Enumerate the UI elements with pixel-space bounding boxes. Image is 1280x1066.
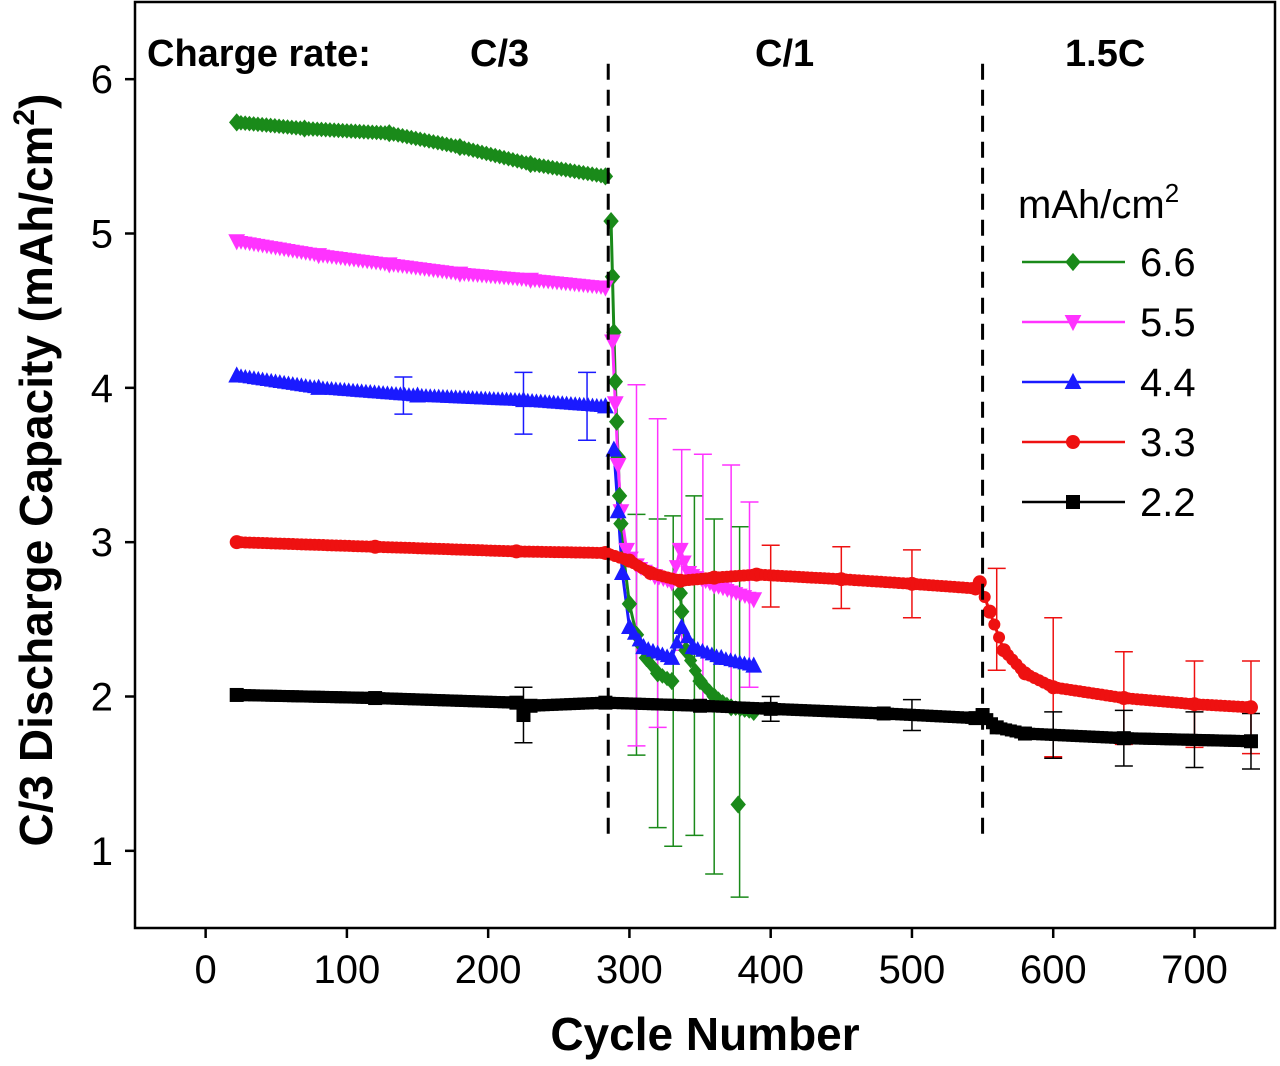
legend: mAh/cm2 6.6 5.5 4.4 3.3 2.2 <box>1018 178 1196 525</box>
y-tick-label: 3 <box>91 521 113 565</box>
data-point-6.6 <box>609 412 625 431</box>
data-point-5.5 <box>671 542 689 559</box>
data-point-6.6 <box>702 683 717 700</box>
data-point-6.6 <box>611 486 628 505</box>
x-tick-label: 600 <box>1020 948 1087 992</box>
data-point-3.3 <box>993 631 1006 644</box>
x-axis-label: Cycle Number <box>550 1008 859 1060</box>
x-tick-label: 500 <box>879 948 946 992</box>
data-point-6.6 <box>684 652 698 669</box>
plot-frame <box>133 0 1277 930</box>
data-point-4.4 <box>669 634 684 649</box>
data-point-6.6 <box>645 657 659 674</box>
x-tick-label: 400 <box>737 948 804 992</box>
series-markers <box>228 113 1258 814</box>
data-point-5.5 <box>677 555 692 570</box>
data-point-5.5 <box>609 458 627 475</box>
data-point-4.4 <box>663 648 681 665</box>
data-point-6.6 <box>613 514 629 533</box>
charge-rate-label: Charge rate: <box>147 33 371 75</box>
data-point-2.2 <box>509 695 524 710</box>
rate-label-c3: C/3 <box>470 33 529 75</box>
data-point-6.6 <box>649 664 666 683</box>
data-point-3.3 <box>978 590 991 603</box>
data-point-3.3 <box>972 575 987 590</box>
legend-label-6.6: 6.6 <box>1140 241 1196 285</box>
rate-label-c1: C/1 <box>755 33 814 75</box>
data-point-6.6 <box>692 671 708 691</box>
x-ticks: 0 100 200 300 400 500 600 700 <box>195 928 1228 992</box>
y-tick-label: 6 <box>91 58 113 102</box>
data-point-4.4 <box>609 502 627 519</box>
legend-label-4.4: 4.4 <box>1140 361 1196 405</box>
x-tick-label: 300 <box>596 948 663 992</box>
data-point-6.6 <box>621 594 638 613</box>
data-point-3.3 <box>988 618 1001 631</box>
legend-marker-3.3 <box>1066 435 1080 449</box>
data-point-3.3 <box>1243 700 1258 715</box>
data-point-5.5 <box>604 334 621 351</box>
data-point-5.5 <box>745 592 763 609</box>
legend-label-2.2: 2.2 <box>1140 481 1196 525</box>
legend-marker-4.4 <box>1064 372 1082 389</box>
rate-label-1-5c: 1.5C <box>1065 33 1145 75</box>
data-point-3.3 <box>982 604 997 619</box>
legend-label-5.5: 5.5 <box>1140 301 1196 345</box>
data-point-6.6 <box>664 671 680 691</box>
data-point-5.5 <box>618 542 635 559</box>
rate-change-lines <box>606 63 985 844</box>
data-point-4.4 <box>745 656 763 673</box>
data-point-6.6 <box>672 583 688 603</box>
y-tick-label: 2 <box>91 676 113 720</box>
y-tick-label: 1 <box>91 830 113 874</box>
data-point-6.6 <box>607 372 623 391</box>
data-point-4.4 <box>613 563 631 581</box>
y-tick-label: 4 <box>91 367 113 411</box>
data-point-4.4 <box>605 440 623 457</box>
data-point-2.2 <box>1243 734 1258 749</box>
series-line-3.3 <box>236 540 1252 709</box>
y-ticks: 1 2 3 4 5 6 <box>91 58 135 874</box>
error-bars <box>394 371 1260 898</box>
data-point-6.6 <box>604 267 621 286</box>
x-tick-label: 700 <box>1161 948 1228 992</box>
legend-marker-2.2 <box>1066 495 1080 509</box>
data-point-6.6 <box>673 602 690 621</box>
data-point-5.5 <box>606 396 624 413</box>
data-point-4.4 <box>673 617 691 635</box>
x-tick-label: 200 <box>455 948 522 992</box>
data-point-6.6 <box>678 641 694 660</box>
y-axis-label: C/3 Discharge Capacity (mAh/cm2) <box>8 94 62 847</box>
x-tick-label: 100 <box>314 948 381 992</box>
data-point-6.6 <box>730 795 746 814</box>
data-point-6.6 <box>603 212 619 231</box>
legend-marker-6.6 <box>1065 252 1081 272</box>
legend-label-3.3: 3.3 <box>1140 421 1196 465</box>
legend-marker-5.5 <box>1064 315 1082 332</box>
y-tick-label: 5 <box>91 213 113 257</box>
legend-title: mAh/cm2 <box>1018 178 1179 227</box>
data-point-4.4 <box>680 629 695 644</box>
data-point-5.5 <box>668 560 684 574</box>
x-tick-label: 0 <box>195 948 217 992</box>
